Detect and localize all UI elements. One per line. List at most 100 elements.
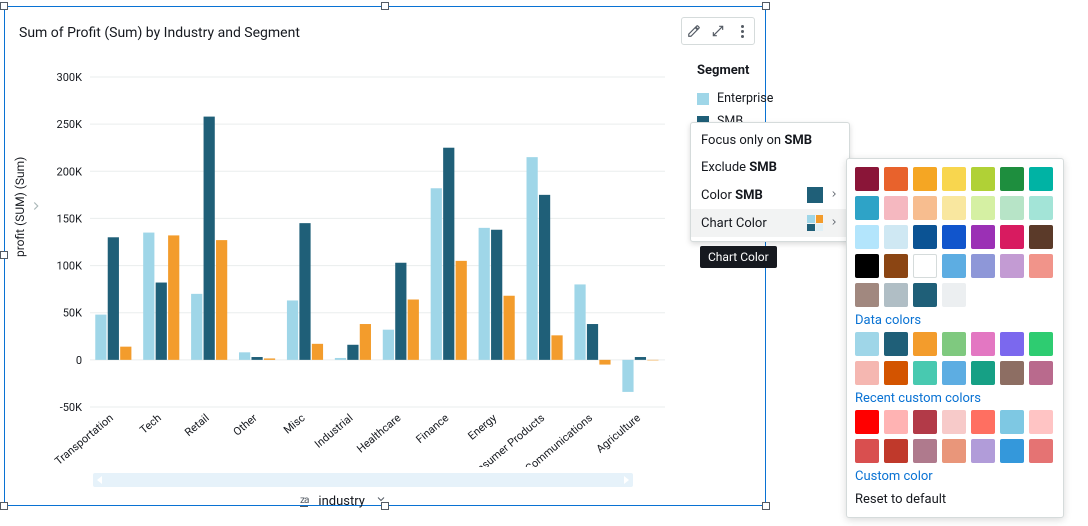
svg-text:Agriculture: Agriculture [594, 411, 643, 455]
color-swatch[interactable] [1029, 439, 1053, 463]
color-swatch[interactable] [913, 361, 937, 385]
resize-handle[interactable] [762, 2, 770, 10]
menu-item-color[interactable]: Color SMB [691, 181, 849, 209]
color-swatch[interactable] [884, 361, 908, 385]
color-swatch[interactable] [1000, 196, 1024, 220]
color-swatch[interactable] [913, 332, 937, 356]
color-swatch[interactable] [1029, 254, 1053, 278]
color-swatch[interactable] [971, 254, 995, 278]
legend-item-enterprise[interactable]: Enterprise [697, 91, 773, 106]
svg-text:Transportation: Transportation [52, 411, 116, 467]
color-swatch[interactable] [1000, 410, 1024, 434]
color-swatch[interactable] [1000, 361, 1024, 385]
color-swatch[interactable] [855, 196, 879, 220]
color-swatch[interactable] [884, 332, 908, 356]
color-swatch[interactable] [1029, 361, 1053, 385]
resize-handle[interactable] [0, 2, 8, 10]
color-swatch[interactable] [942, 410, 966, 434]
color-swatch[interactable] [1000, 225, 1024, 249]
color-swatch[interactable] [1029, 225, 1053, 249]
color-swatch[interactable] [855, 254, 879, 278]
legend-title: Segment [697, 63, 749, 78]
color-swatch[interactable] [855, 361, 879, 385]
svg-text:-50K: -50K [60, 401, 82, 414]
color-swatch[interactable] [1000, 332, 1024, 356]
color-swatch[interactable] [942, 196, 966, 220]
x-axis-control[interactable]: za industry [300, 493, 387, 509]
sort-za-icon: za [300, 495, 308, 507]
menu-item-chart-color[interactable]: Chart Color [691, 209, 849, 237]
resize-handle[interactable] [381, 502, 389, 510]
color-swatch[interactable] [1029, 167, 1053, 191]
chevron-right-icon [829, 216, 839, 231]
color-swatch[interactable] [913, 167, 937, 191]
color-swatch[interactable] [884, 167, 908, 191]
menu-item-focus[interactable]: Focus only on SMB [691, 127, 849, 154]
resize-handle[interactable] [762, 502, 770, 510]
color-swatch[interactable] [942, 332, 966, 356]
expand-button[interactable] [706, 18, 730, 44]
color-swatch[interactable] [1029, 196, 1053, 220]
svg-text:300K: 300K [57, 71, 83, 84]
color-swatch[interactable] [942, 283, 966, 307]
edit-button[interactable] [682, 18, 706, 44]
recent-colors-grid [855, 410, 1055, 463]
color-swatch[interactable] [913, 196, 937, 220]
chart-panel: Sum of Profit (Sum) by Industry and Segm… [4, 6, 766, 506]
color-swatch[interactable] [884, 196, 908, 220]
color-swatch[interactable] [855, 283, 879, 307]
color-swatch[interactable] [971, 410, 995, 434]
resize-handle[interactable] [381, 2, 389, 10]
color-swatch[interactable] [855, 439, 879, 463]
scroll-right-icon[interactable] [624, 476, 629, 484]
color-swatch[interactable] [942, 254, 966, 278]
custom-color-link[interactable]: Custom color [855, 469, 1055, 484]
resize-handle[interactable] [0, 502, 8, 510]
color-swatch[interactable] [971, 167, 995, 191]
data-colors-grid [855, 332, 1055, 385]
color-swatch[interactable] [1000, 254, 1024, 278]
color-swatch[interactable] [913, 254, 937, 278]
svg-text:150K: 150K [57, 212, 83, 225]
color-swatch[interactable] [971, 332, 995, 356]
color-swatch[interactable] [942, 167, 966, 191]
color-swatch[interactable] [884, 254, 908, 278]
color-swatch[interactable] [855, 410, 879, 434]
resize-handle[interactable] [0, 251, 8, 259]
color-swatch[interactable] [971, 196, 995, 220]
menu-item-exclude[interactable]: Exclude SMB [691, 154, 849, 181]
color-swatch[interactable] [913, 225, 937, 249]
color-swatch[interactable] [1000, 167, 1024, 191]
horizontal-scrollbar[interactable] [93, 473, 633, 487]
color-swatch[interactable] [884, 225, 908, 249]
more-menu-button[interactable] [730, 18, 754, 44]
legend-swatch [697, 93, 709, 105]
color-swatch[interactable] [942, 225, 966, 249]
color-swatch[interactable] [884, 410, 908, 434]
color-swatch[interactable] [1000, 439, 1024, 463]
color-swatch[interactable] [1029, 410, 1053, 434]
color-swatch[interactable] [913, 439, 937, 463]
color-swatch[interactable] [971, 439, 995, 463]
color-swatch[interactable] [855, 225, 879, 249]
chart-plot: -50K050K100K150K200K250K300KTransportati… [35, 67, 675, 467]
legend-label: Enterprise [717, 91, 773, 106]
scroll-left-icon[interactable] [97, 476, 102, 484]
color-swatch [807, 187, 823, 203]
color-swatch[interactable] [942, 361, 966, 385]
color-swatch[interactable] [913, 410, 937, 434]
color-swatch[interactable] [884, 439, 908, 463]
color-swatch[interactable] [855, 167, 879, 191]
chevron-right-icon [829, 188, 839, 203]
color-swatch[interactable] [1029, 332, 1053, 356]
color-swatch[interactable] [942, 439, 966, 463]
color-swatch[interactable] [971, 225, 995, 249]
chart-title: Sum of Profit (Sum) by Industry and Segm… [19, 25, 300, 41]
color-swatch[interactable] [884, 283, 908, 307]
svg-text:Other: Other [231, 411, 260, 438]
svg-text:200K: 200K [57, 165, 83, 178]
color-swatch[interactable] [971, 361, 995, 385]
color-swatch[interactable] [855, 332, 879, 356]
color-swatch[interactable] [913, 283, 937, 307]
reset-default-link[interactable]: Reset to default [855, 488, 1055, 507]
